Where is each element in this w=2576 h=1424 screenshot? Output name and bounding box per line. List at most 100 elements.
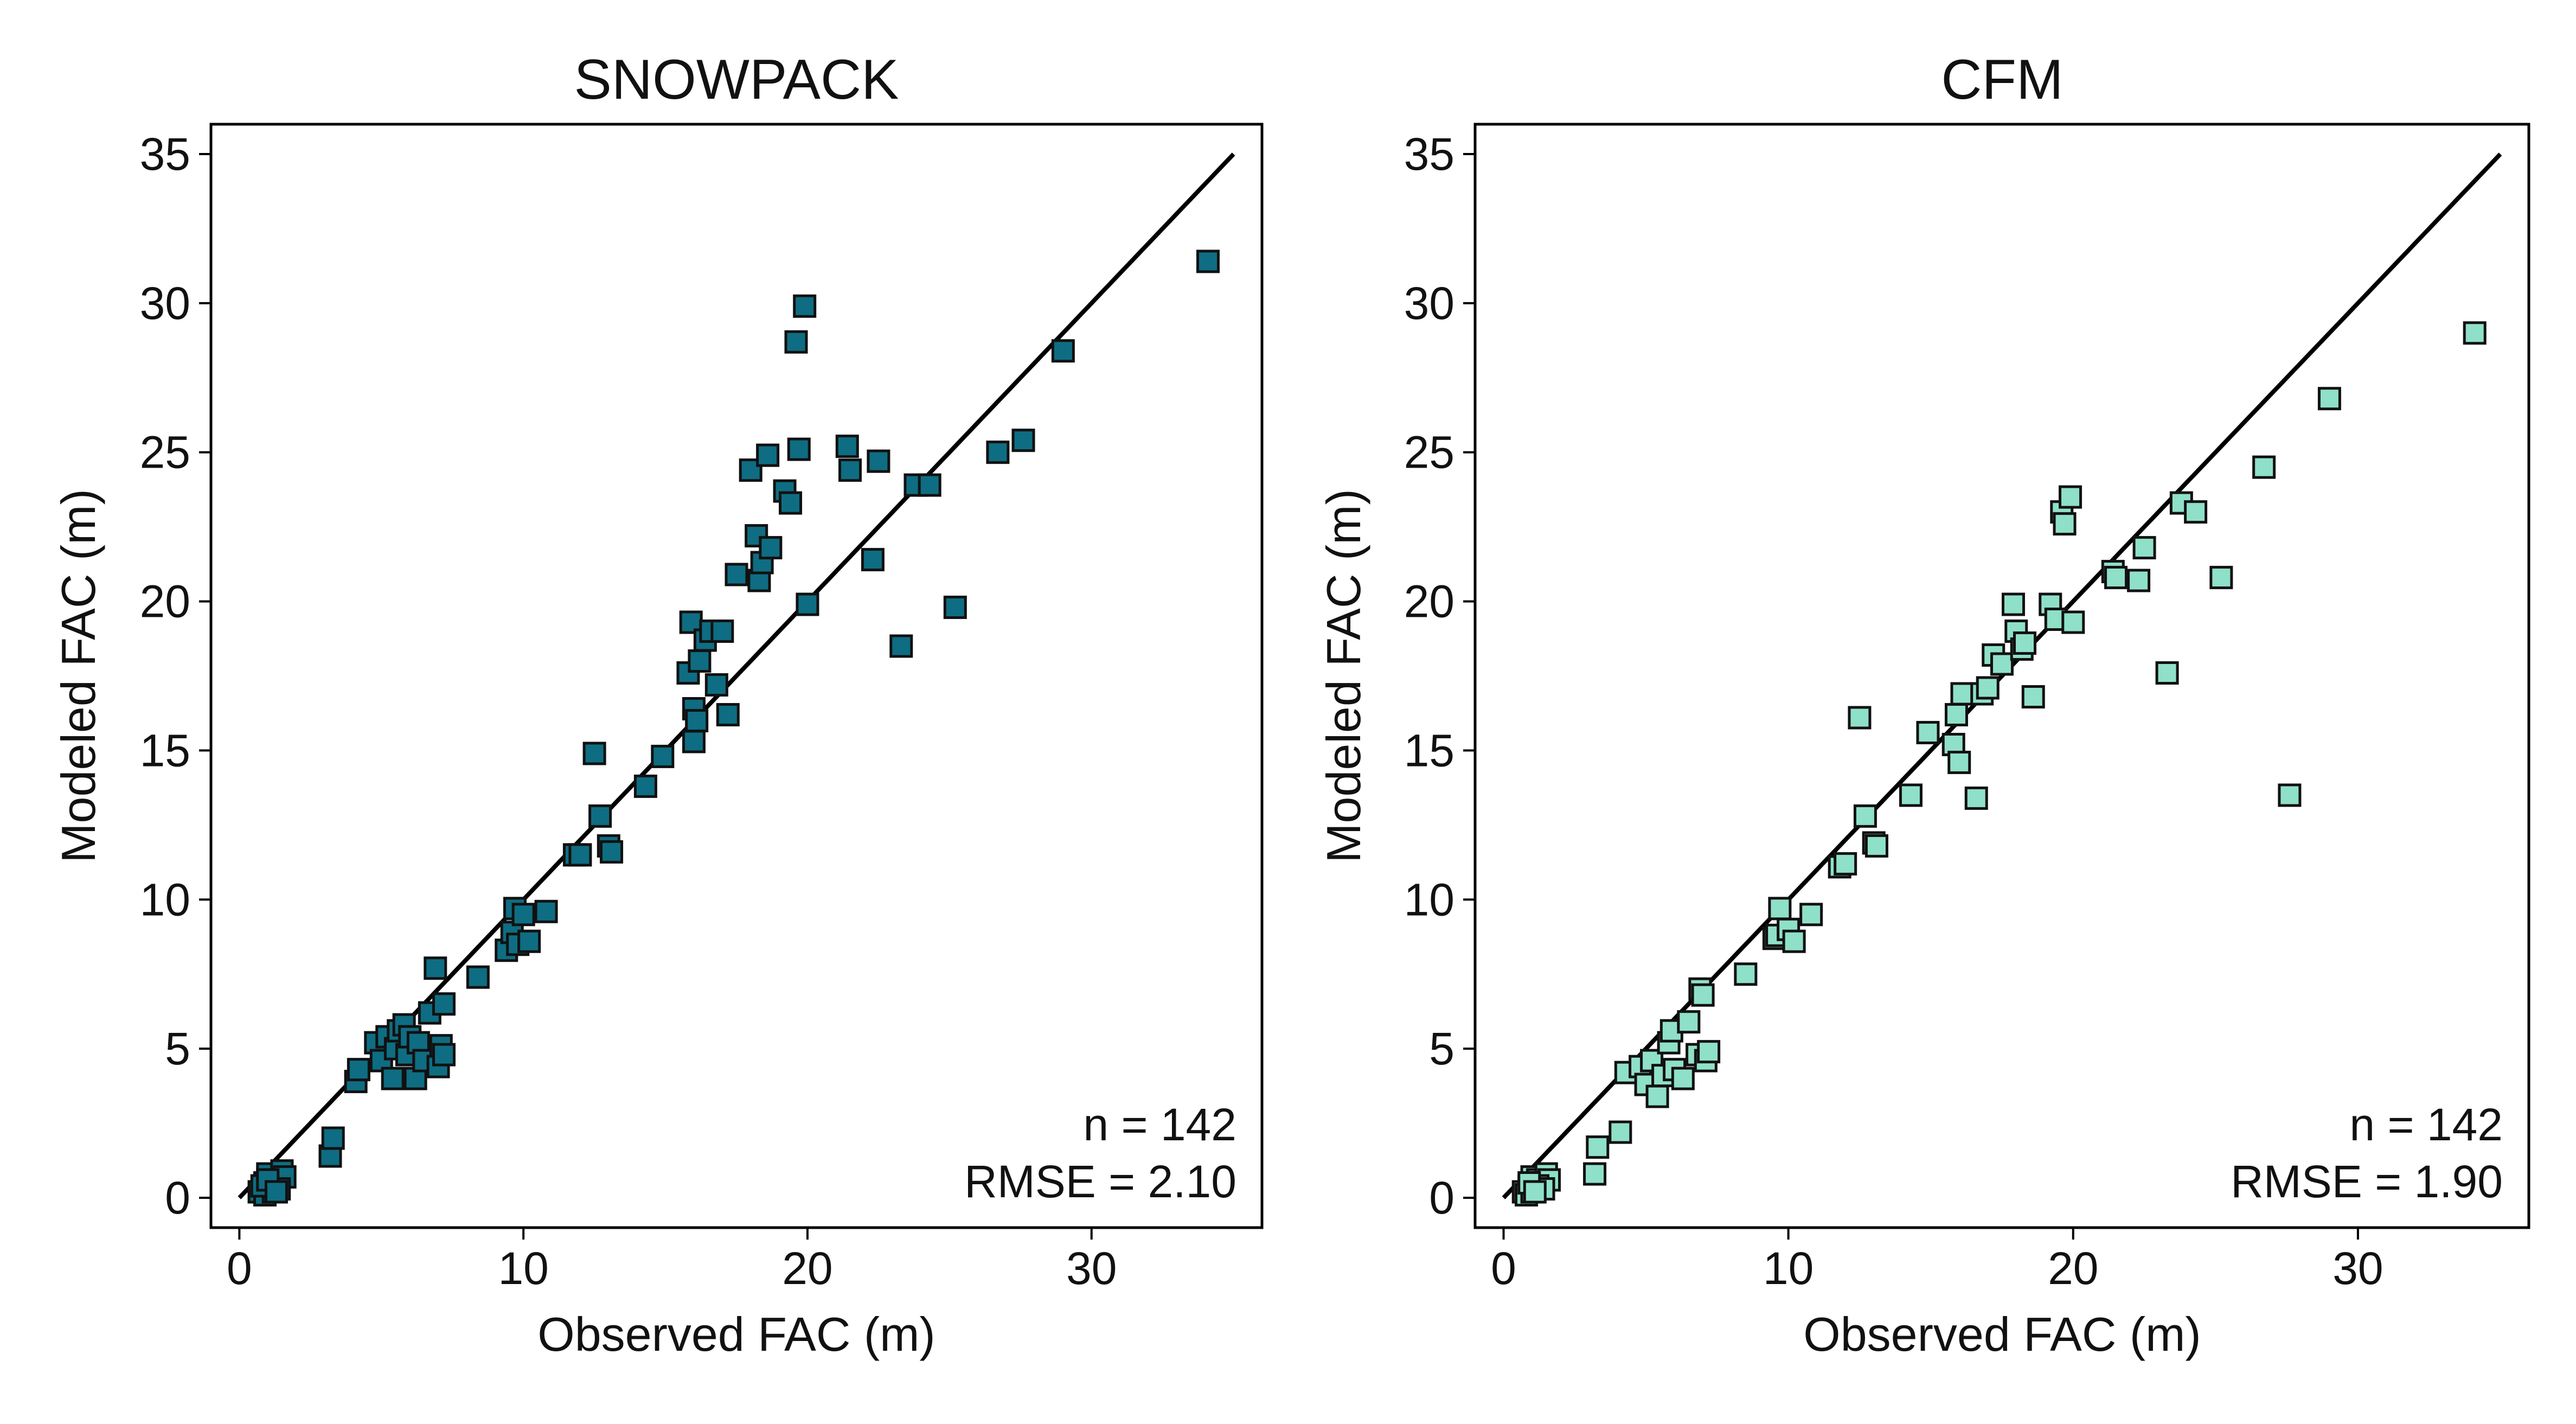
- data-point: [633, 774, 657, 798]
- data-point: [381, 1067, 405, 1090]
- data-point: [2059, 485, 2082, 509]
- x-tick-label: 0: [227, 1243, 252, 1294]
- data-point: [1947, 750, 1971, 774]
- data-point: [756, 443, 780, 467]
- x-tick-label: 30: [2333, 1243, 2383, 1294]
- y-tick-label: 0: [165, 1172, 190, 1223]
- data-point: [1583, 1162, 1607, 1186]
- data-point: [2184, 500, 2208, 524]
- data-point: [1609, 1120, 1632, 1144]
- data-point: [1523, 1180, 1547, 1204]
- axis-ticks: 0 10 20 30 0 5 10 15 20 25 30 35: [1404, 129, 2383, 1294]
- data-point: [1916, 720, 1940, 744]
- data-point: [1782, 929, 1806, 953]
- y-tick-label: 35: [1404, 129, 1454, 180]
- data-point: [588, 804, 612, 828]
- data-point: [1799, 903, 1823, 927]
- rmse-annotation: RMSE = 1.90: [2231, 1156, 2503, 1207]
- data-point: [1834, 852, 1857, 876]
- panel-title: SNOWPACK: [574, 48, 899, 111]
- data-point: [568, 843, 592, 867]
- data-point: [1677, 1010, 1701, 1034]
- n-annotation: n = 142: [2349, 1099, 2503, 1150]
- data-point: [685, 708, 709, 732]
- data-point: [1848, 706, 1872, 730]
- y-tick-label: 30: [1404, 278, 1454, 329]
- data-point: [2132, 536, 2156, 560]
- data-point: [1051, 339, 1075, 363]
- data-point: [889, 634, 913, 658]
- data-point: [1645, 1084, 1669, 1108]
- x-axis-label: Observed FAC (m): [537, 1307, 935, 1361]
- data-point: [1853, 804, 1877, 828]
- data-point: [835, 435, 859, 458]
- rmse-annotation: RMSE = 2.10: [964, 1156, 1236, 1207]
- data-point: [2002, 592, 2026, 616]
- data-point: [1768, 897, 1792, 921]
- data-point: [1734, 962, 1758, 986]
- y-tick-label: 10: [1404, 874, 1454, 925]
- plot-frame: [1473, 123, 2530, 1229]
- data-point: [2252, 455, 2276, 479]
- x-tick-label: 10: [1763, 1243, 1814, 1294]
- data-point: [1671, 1067, 1695, 1090]
- data-point: [2155, 661, 2179, 685]
- data-point: [787, 437, 811, 461]
- data-point: [517, 929, 541, 953]
- data-point: [424, 956, 447, 980]
- data-point: [466, 965, 490, 989]
- data-point: [1586, 1135, 1610, 1159]
- cfm-panel: CFM 0 10 20 30 0 5 10 15 20 25 30 35 n = 142 RMSE =…: [1317, 48, 2530, 1361]
- data-point: [2278, 783, 2302, 807]
- data-point: [710, 620, 734, 643]
- y-tick-label: 20: [1404, 576, 1454, 627]
- snowpack-panel: SNOWPACK 0 10 20 30 0 5 10 15 20 25 30 35 n = 142 R…: [52, 48, 1264, 1361]
- data-point: [264, 1180, 288, 1204]
- y-axis-label: Modeled FAC (m): [52, 489, 105, 863]
- x-tick-label: 30: [1066, 1243, 1117, 1294]
- y-tick-label: 25: [140, 427, 190, 478]
- plot-frame: [209, 123, 1264, 1229]
- data-point: [784, 330, 808, 354]
- data-point: [432, 992, 456, 1016]
- data-point: [838, 458, 862, 482]
- data-point: [796, 592, 819, 616]
- data-point: [1944, 703, 1968, 726]
- y-tick-label: 25: [1404, 427, 1454, 478]
- data-point: [943, 596, 967, 620]
- y-tick-label: 10: [140, 874, 190, 925]
- data-point: [861, 548, 885, 572]
- x-axis-label: Observed FAC (m): [1803, 1307, 2201, 1361]
- y-tick-label: 20: [140, 576, 190, 627]
- data-point: [2053, 512, 2077, 536]
- data-point: [682, 730, 706, 753]
- data-point: [704, 673, 728, 697]
- data-point: [1899, 783, 1923, 807]
- data-points: [247, 250, 1220, 1207]
- y-tick-label: 5: [165, 1023, 190, 1074]
- data-point: [651, 744, 675, 768]
- y-tick-label: 15: [1404, 725, 1454, 776]
- data-point: [779, 491, 803, 515]
- n-annotation: n = 142: [1083, 1099, 1236, 1150]
- x-tick-label: 20: [782, 1243, 832, 1294]
- data-point: [867, 449, 890, 473]
- data-point: [2209, 566, 2233, 590]
- data-point: [759, 536, 783, 560]
- data-point: [347, 1058, 370, 1082]
- data-point: [1011, 429, 1035, 452]
- data-point: [918, 473, 941, 497]
- x-tick-label: 20: [2048, 1243, 2098, 1294]
- data-point: [582, 742, 606, 765]
- data-point: [432, 1043, 456, 1067]
- data-point: [688, 649, 712, 673]
- data-point: [1964, 786, 1988, 810]
- y-axis-label: Modeled FAC (m): [1317, 489, 1370, 863]
- data-point: [1864, 834, 1888, 858]
- data-point: [1990, 652, 2014, 676]
- y-tick-label: 5: [1429, 1023, 1454, 1074]
- panel-title: CFM: [1941, 48, 2063, 111]
- data-point: [321, 1126, 345, 1150]
